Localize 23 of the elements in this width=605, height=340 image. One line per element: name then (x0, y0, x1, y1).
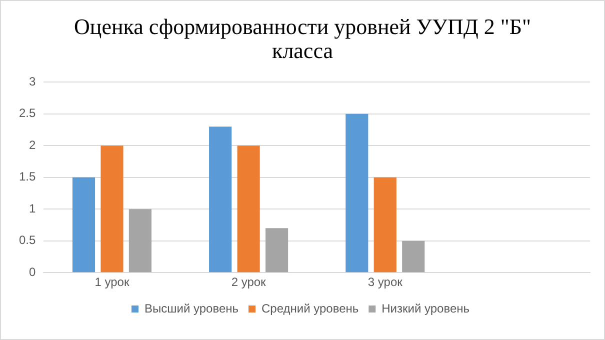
x-tick-label: 3 урок (368, 275, 404, 290)
y-tick-label: 1 (28, 201, 36, 216)
bar (100, 146, 124, 272)
y-tick-label: 2.5 (18, 106, 36, 120)
chart-title: Оценка сформированности уровней УУПД 2 "Б" класса (73, 14, 532, 63)
legend-label: Средний уровень (262, 301, 359, 316)
bar (346, 114, 368, 272)
bar (72, 177, 96, 272)
bar (128, 209, 152, 272)
y-tick-label: 2 (28, 138, 36, 152)
y-tick-label: 3 (28, 74, 36, 89)
bar (402, 240, 425, 272)
bar (237, 146, 260, 272)
legend-label: Низкий уровень (382, 301, 470, 316)
bar (374, 177, 396, 272)
bar (265, 228, 288, 272)
y-tick-label: 1.5 (18, 170, 36, 184)
legend-label: Высший уровень (144, 301, 239, 316)
y-tick-label: 0 (28, 264, 36, 279)
y-tick-label: 0.5 (18, 233, 36, 248)
x-tick-label: 2 урок (231, 275, 267, 290)
x-tick-label: 1 урок (94, 275, 130, 290)
bar (209, 126, 232, 272)
